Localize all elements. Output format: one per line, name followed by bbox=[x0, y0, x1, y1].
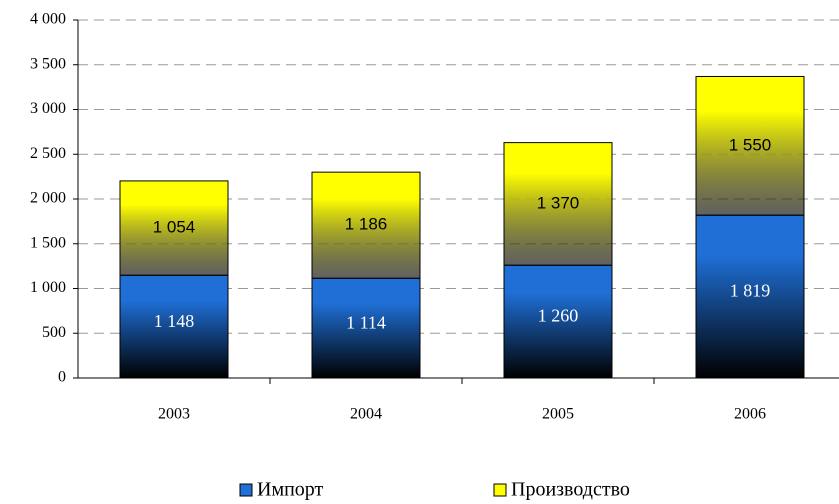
bar-segment bbox=[119, 274, 229, 379]
value-label: 1 148 bbox=[154, 311, 195, 331]
y-tick-label: 3 500 bbox=[30, 55, 66, 72]
y-tick-label: 2 500 bbox=[30, 145, 66, 162]
y-tick-label: 0 bbox=[58, 369, 66, 386]
bar-segment bbox=[311, 171, 421, 279]
value-label: 1 819 bbox=[730, 281, 771, 301]
x-tick-label: 2005 bbox=[542, 406, 574, 423]
legend-label: Импорт bbox=[257, 479, 324, 501]
value-label: 1 114 bbox=[346, 312, 386, 332]
y-tick-label: 500 bbox=[42, 324, 66, 341]
bar-segment bbox=[695, 214, 805, 379]
y-tick-label: 3 000 bbox=[30, 100, 66, 117]
y-tick-label: 4 000 bbox=[30, 11, 66, 28]
value-label: 1 054 bbox=[153, 218, 196, 237]
x-tick-label: 2004 bbox=[350, 406, 382, 423]
legend-label: Производство bbox=[511, 479, 630, 501]
bar-segment bbox=[503, 264, 613, 379]
x-tick-label: 2003 bbox=[158, 406, 190, 423]
bar-segment bbox=[311, 277, 421, 379]
value-label: 1 550 bbox=[729, 135, 772, 154]
value-label: 1 370 bbox=[537, 193, 580, 212]
bar-segment bbox=[119, 180, 229, 276]
value-label: 1 186 bbox=[345, 215, 388, 234]
bar-segment bbox=[503, 142, 613, 266]
bar-segment bbox=[695, 75, 805, 216]
y-tick-label: 2 000 bbox=[30, 190, 66, 207]
legend-swatch bbox=[239, 483, 253, 497]
legend-swatch bbox=[493, 483, 507, 497]
y-tick-label: 1 000 bbox=[30, 279, 66, 296]
y-tick-label: 1 500 bbox=[30, 234, 66, 251]
value-label: 1 260 bbox=[538, 306, 579, 326]
x-tick-label: 2006 bbox=[734, 406, 766, 423]
